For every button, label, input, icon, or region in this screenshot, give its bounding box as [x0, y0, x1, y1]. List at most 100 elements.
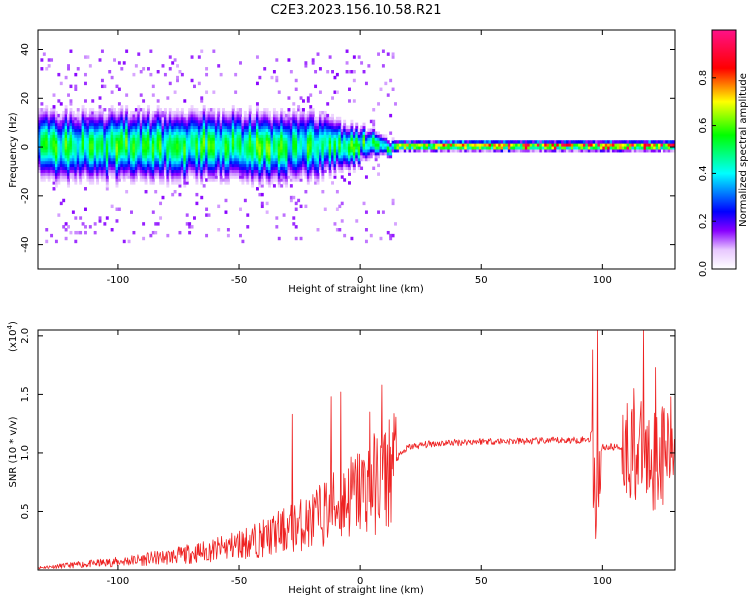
heatmap-cell	[195, 166, 199, 170]
heatmap-cell	[76, 137, 80, 141]
heatmap-cell	[488, 143, 492, 147]
heatmap-cell	[272, 149, 276, 153]
heatmap-cell	[418, 149, 422, 153]
heatmap-cell	[265, 163, 269, 168]
heatmap-cell	[81, 154, 85, 159]
heatmap-cell	[459, 140, 463, 144]
heatmap-cell	[122, 163, 126, 168]
heatmap-cell	[381, 151, 385, 156]
heatmap-cell	[258, 178, 262, 182]
heatmap-cell	[110, 116, 114, 121]
heatmap-cell	[229, 116, 233, 121]
heatmap-cell	[604, 149, 608, 153]
heatmap-cell	[134, 143, 138, 147]
heatmap-cell	[294, 143, 298, 147]
heatmap-cell	[212, 151, 216, 156]
heatmap-cell	[314, 128, 318, 132]
heatmap-cell	[239, 175, 242, 179]
heatmap-cell	[195, 140, 199, 144]
heatmap-cell	[122, 116, 126, 121]
heatmap-cell	[69, 108, 73, 112]
heatmap-cell	[173, 58, 177, 62]
heatmap-cell	[113, 125, 117, 130]
heatmap-cell	[437, 149, 441, 153]
heatmap-cell	[195, 116, 199, 121]
heatmap-cell	[260, 154, 264, 159]
heatmap-cell	[57, 166, 61, 170]
heatmap-cell	[628, 140, 632, 144]
heatmap-cell	[168, 119, 172, 124]
heatmap-cell	[166, 140, 170, 144]
heatmap-cell	[98, 160, 102, 165]
heatmap-cell	[193, 131, 196, 135]
heatmap-cell	[161, 131, 165, 135]
heatmap-cell	[134, 175, 138, 179]
heatmap-cell	[67, 166, 70, 170]
heatmap-cell	[241, 181, 245, 185]
heatmap-cell	[437, 146, 441, 150]
heatmap-cell	[214, 151, 218, 156]
heatmap-cell	[367, 134, 371, 138]
heatmap-cell	[188, 146, 192, 150]
heatmap-cell	[96, 137, 100, 141]
heatmap-cell	[188, 125, 192, 130]
heatmap-cell	[306, 131, 310, 135]
heatmap-cell	[64, 108, 68, 112]
heatmap-cell	[173, 181, 177, 185]
heatmap-cell	[241, 119, 245, 124]
heatmap-cell	[243, 198, 247, 203]
heatmap-cell	[168, 122, 172, 127]
heatmap-cell	[47, 125, 51, 130]
heatmap-cell	[98, 125, 102, 130]
heatmap-cell	[47, 140, 51, 144]
heatmap-cell	[103, 119, 107, 124]
heatmap-cell	[156, 157, 160, 162]
heatmap-cell	[47, 131, 51, 135]
heatmap-cell	[156, 146, 160, 150]
heatmap-cell	[193, 160, 196, 165]
heatmap-cell	[115, 160, 119, 165]
heatmap-cell	[100, 160, 104, 165]
heatmap-cell	[306, 146, 310, 150]
heatmap-cell	[62, 146, 66, 150]
heatmap-cell	[236, 154, 240, 159]
heatmap-cell	[154, 230, 158, 235]
heatmap-cell	[159, 140, 163, 144]
heatmap-cell	[340, 219, 344, 223]
heatmap-cell	[166, 172, 170, 176]
heatmap-cell	[430, 143, 434, 147]
heatmap-cell	[246, 134, 250, 138]
heatmap-cell	[420, 140, 424, 144]
heatmap-cell	[59, 113, 63, 118]
heatmap-cell	[316, 181, 320, 185]
heatmap-cell	[105, 125, 109, 130]
heatmap-cell	[84, 230, 87, 235]
heatmap-cell	[86, 128, 90, 132]
heatmap-cell	[338, 149, 342, 153]
heatmap-cell	[132, 140, 136, 144]
heatmap-cell	[389, 154, 393, 159]
heatmap-cell	[328, 154, 332, 159]
heatmap-cell	[74, 119, 78, 124]
heatmap-cell	[219, 151, 223, 156]
heatmap-cell	[350, 119, 354, 124]
heatmap-cell	[52, 108, 56, 112]
heatmap-cell	[103, 163, 107, 168]
heatmap-cell	[280, 140, 284, 144]
heatmap-cell	[263, 67, 267, 71]
heatmap-cell	[113, 122, 117, 127]
heatmap-cell	[641, 146, 645, 150]
heatmap-cell	[64, 160, 68, 165]
heatmap-cell	[469, 149, 473, 153]
heatmap-cell	[151, 110, 155, 115]
heatmap-cell	[81, 131, 85, 135]
heatmap-cell	[163, 154, 167, 159]
heatmap-cell	[132, 119, 136, 124]
heatmap-cell	[185, 222, 189, 226]
heatmap-cell	[457, 143, 460, 147]
heatmap-cell	[50, 134, 54, 138]
heatmap-cell	[401, 143, 405, 147]
heatmap-cell	[149, 172, 153, 176]
heatmap-cell	[343, 178, 347, 182]
heatmap-cell	[40, 58, 44, 62]
